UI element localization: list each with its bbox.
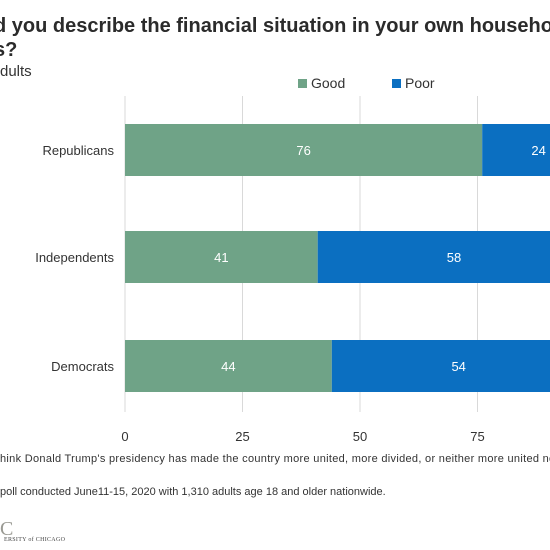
category-label-republicans: Republicans bbox=[42, 143, 114, 158]
bar-independents-poor bbox=[317, 231, 550, 283]
chart-subtitle: dults bbox=[0, 63, 32, 80]
x-tick-label-0: 0 bbox=[121, 429, 128, 444]
data-label-republicans-good: 76 bbox=[296, 143, 310, 158]
data-label-republicans-poor: 24 bbox=[531, 143, 545, 158]
organization-logo: C ERSITY of CHICAGO bbox=[0, 518, 70, 546]
chart-legend: Good Poor bbox=[0, 75, 550, 91]
chart-title: d you describe the financial situation i… bbox=[0, 14, 550, 62]
chart-title-line-2: s? bbox=[0, 39, 18, 61]
logo-mark: C bbox=[0, 518, 15, 540]
category-label-democrats: Democrats bbox=[51, 359, 114, 374]
chart-title-line-1: d you describe the financial situation i… bbox=[0, 15, 550, 37]
category-label-independents: Independents bbox=[35, 250, 114, 265]
legend-item-poor: Poor bbox=[392, 75, 435, 91]
x-tick-label-50: 50 bbox=[353, 429, 367, 444]
legend-swatch-poor bbox=[392, 78, 401, 88]
bar-democrats-good bbox=[125, 340, 332, 392]
legend-swatch-good bbox=[298, 78, 307, 88]
legend-label-good: Good bbox=[311, 75, 346, 91]
bar-democrats-poor bbox=[331, 340, 550, 392]
footnote-methodology: poll conducted June11-15, 2020 with 1,31… bbox=[0, 486, 386, 498]
bar-republicans-poor bbox=[482, 124, 550, 176]
legend-label-poor: Poor bbox=[405, 75, 435, 91]
bar-republicans-good bbox=[125, 124, 483, 176]
data-label-democrats-good: 44 bbox=[221, 359, 235, 374]
x-tick-label-75: 75 bbox=[470, 429, 484, 444]
data-label-independents-good: 41 bbox=[214, 250, 228, 265]
data-label-democrats-poor: 54 bbox=[451, 359, 465, 374]
legend-item-good: Good bbox=[298, 75, 345, 91]
bar-independents-good bbox=[125, 231, 318, 283]
x-tick-label-25: 25 bbox=[235, 429, 249, 444]
footnote-question: hink Donald Trump's presidency has made … bbox=[0, 453, 550, 465]
stacked-bar-chart: 76 24 Republicans 41 58 Independents 44 54 Democ… bbox=[35, 96, 550, 444]
data-label-independents-poor: 58 bbox=[447, 250, 461, 265]
logo-subtext: ERSITY of CHICAGO bbox=[4, 537, 66, 543]
